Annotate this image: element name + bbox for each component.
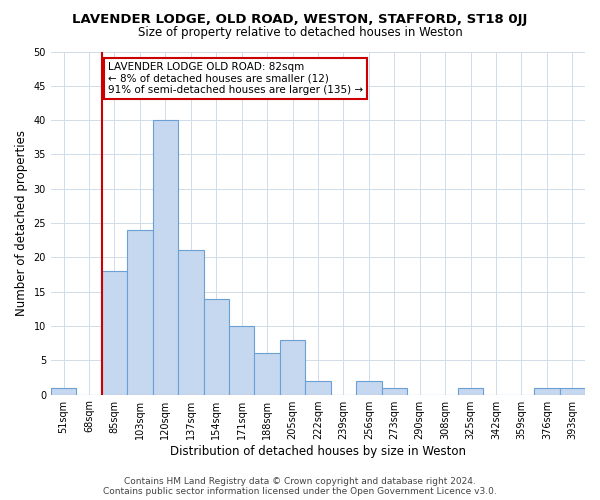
Bar	[229, 326, 254, 394]
Text: LAVENDER LODGE, OLD ROAD, WESTON, STAFFORD, ST18 0JJ: LAVENDER LODGE, OLD ROAD, WESTON, STAFFO…	[73, 12, 527, 26]
Text: Contains HM Land Registry data © Crown copyright and database right 2024.
Contai: Contains HM Land Registry data © Crown c…	[103, 476, 497, 496]
Bar	[560, 388, 585, 394]
Bar	[152, 120, 178, 394]
Bar	[356, 381, 382, 394]
Bar	[254, 354, 280, 395]
Bar	[51, 388, 76, 394]
X-axis label: Distribution of detached houses by size in Weston: Distribution of detached houses by size …	[170, 444, 466, 458]
Bar	[458, 388, 483, 394]
Bar	[127, 230, 152, 394]
Bar	[382, 388, 407, 394]
Y-axis label: Number of detached properties: Number of detached properties	[15, 130, 28, 316]
Bar	[305, 381, 331, 394]
Bar	[102, 271, 127, 394]
Bar	[203, 298, 229, 394]
Bar	[534, 388, 560, 394]
Bar	[178, 250, 203, 394]
Bar	[280, 340, 305, 394]
Text: LAVENDER LODGE OLD ROAD: 82sqm
← 8% of detached houses are smaller (12)
91% of s: LAVENDER LODGE OLD ROAD: 82sqm ← 8% of d…	[108, 62, 363, 95]
Text: Size of property relative to detached houses in Weston: Size of property relative to detached ho…	[137, 26, 463, 39]
